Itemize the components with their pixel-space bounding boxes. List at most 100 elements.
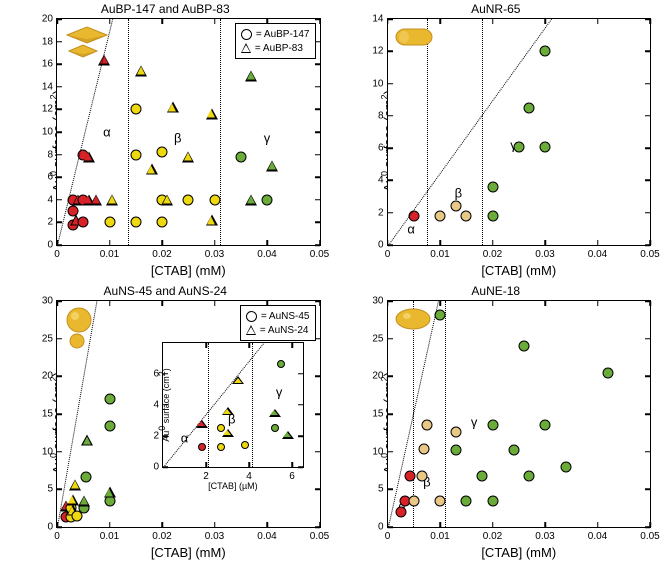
data-point-triangle [245,70,257,81]
xtick-label: 0.01 [430,245,449,260]
region-boundary [427,19,428,245]
ytick-mark [315,154,320,156]
ytick-mark [645,526,650,528]
ytick-mark [645,451,650,453]
xtick-label: 0.05 [640,527,659,542]
xtick-label: 6 [289,467,295,482]
ytick-label: 12 [372,46,387,57]
xtick-mark [597,19,599,24]
ytick-mark [645,338,650,340]
xtick-mark [266,522,268,527]
ytick-label: 14 [42,81,57,92]
ytick-mark [388,489,393,491]
panel-p3: AuNS-45 and AuNS-24Au0 surface (cm2)[CTA… [0,282,331,564]
ytick-mark [315,63,320,65]
ytick-mark [298,404,303,406]
xtick-label: 0.01 [430,527,449,542]
legend-label: = AuNS-45 [261,311,310,322]
xtick-label: 4 [246,467,252,482]
xtick-label: 0.05 [310,527,329,542]
ytick-mark [315,86,320,88]
data-point-triangle [67,494,79,505]
xtick-mark [291,343,293,348]
ytick-mark [57,131,62,133]
data-point-triangle [78,495,90,506]
xtick-mark [439,522,441,527]
figure-grid: AuBP-147 and AuBP-83Au0 surface (cm2)[CT… [0,0,661,564]
data-point-circle [487,419,498,430]
legend-label: = AuNS-24 [260,325,309,336]
ytick-mark [315,413,320,415]
ytick-mark [388,451,393,453]
xtick-label: 0.01 [100,527,119,542]
xtick-mark [109,301,111,306]
data-point-circle [561,461,572,472]
ytick-mark [57,413,62,415]
xtick-mark [205,462,207,467]
data-point-circle [235,151,246,162]
region-label: α [103,125,111,140]
data-point-triangle [206,108,218,119]
ytick-label: 14 [372,14,387,25]
data-point-triangle [81,435,93,446]
ytick-label: 2 [153,431,163,442]
data-point-circle [435,496,446,507]
ytick-mark [57,338,62,340]
legend-marker-icon [246,311,257,322]
region-boundary [445,301,446,527]
ytick-mark [645,83,650,85]
legend: = AuNS-45 = AuNS-24 [240,305,316,341]
ytick-mark [645,489,650,491]
xtick-mark [161,240,163,245]
x-axis-label: [CTAB] (mM) [56,263,321,278]
ytick-label: 8 [378,110,388,121]
xtick-mark [291,462,293,467]
data-point-circle [418,444,429,455]
inset-xlabel: [CTAB] (µM) [163,481,303,491]
ytick-mark [298,466,303,468]
data-point-circle [524,102,535,113]
ytick-mark [57,109,62,111]
ytick-label: 0 [153,462,163,473]
xtick-mark [214,522,216,527]
ytick-mark [315,300,320,302]
xtick-mark [439,19,441,24]
data-point-circle [262,194,273,205]
data-point-circle [421,419,432,430]
data-point-circle [157,147,168,158]
data-point-circle [540,141,551,152]
region-boundary [482,19,483,245]
ytick-mark [645,244,650,246]
diagonal-boundary [163,342,265,468]
legend-marker-icon [246,325,256,335]
ytick-label: 0 [47,240,57,251]
ytick-label: 30 [372,296,387,307]
legend-marker-icon [241,29,252,40]
region-label: α [407,221,415,236]
ytick-mark [315,176,320,178]
ytick-mark [57,451,62,453]
ytick-label: 5 [47,484,57,495]
xtick-mark [492,19,494,24]
data-point-circle [603,368,614,379]
ytick-label: 5 [378,484,388,495]
xtick-label: 0.04 [257,527,276,542]
ytick-mark [645,413,650,415]
xtick-mark [319,19,321,24]
data-point-circle [80,472,91,483]
xtick-mark [248,462,250,467]
panel-p4: AuNE-18Au0 surface (cm2)[CTAB] (mM)00.01… [331,282,661,564]
ytick-label: 0 [378,522,388,533]
ytick-mark [315,451,320,453]
ytick-mark [57,376,62,378]
data-point-circle [209,194,220,205]
xtick-label: 0.03 [205,527,224,542]
ytick-label: 10 [42,127,57,138]
data-point-circle [271,424,279,432]
data-point-circle [408,496,419,507]
legend-row: = AuNS-24 [246,323,310,337]
ytick-label: 4 [378,175,388,186]
data-point-circle [540,46,551,57]
data-point-circle [104,393,115,404]
ytick-mark [315,489,320,491]
